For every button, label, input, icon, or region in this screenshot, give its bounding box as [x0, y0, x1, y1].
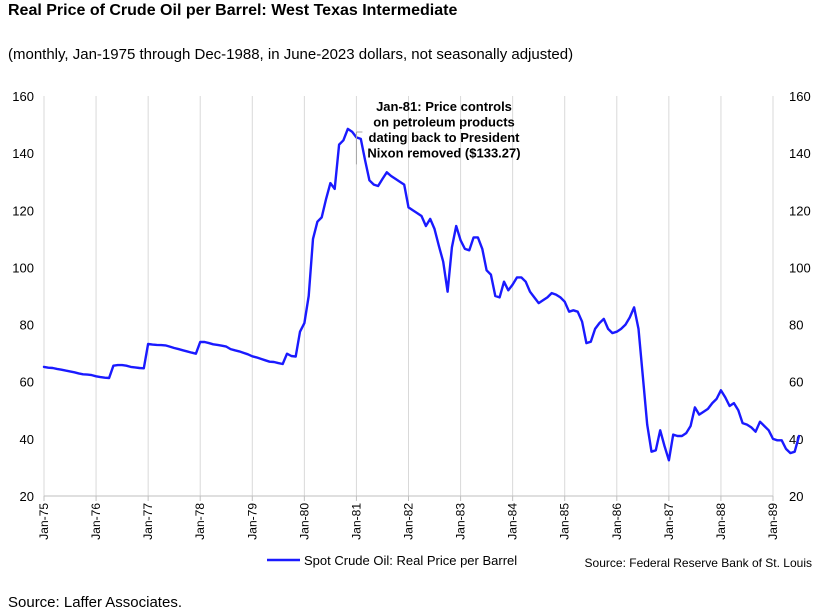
y-tick-label-left: 40	[20, 432, 34, 447]
x-tick-label: Jan-88	[714, 503, 728, 540]
chart-title: Real Price of Crude Oil per Barrel: West…	[8, 2, 458, 19]
chart-subtitle: (monthly, Jan-1975 through Dec-1988, in …	[8, 46, 574, 63]
y-tick-label-left: 100	[12, 260, 34, 275]
x-tick-label: Jan-86	[610, 503, 624, 540]
y-tick-label-right: 20	[789, 489, 803, 504]
x-tick-label: Jan-78	[193, 503, 207, 540]
series-line	[42, 127, 801, 462]
chart-source-note: Source: Federal Reserve Bank of St. Loui…	[585, 556, 812, 570]
x-tick-label: Jan-83	[454, 503, 468, 540]
annotation-text-line: on petroleum products	[373, 115, 515, 130]
series-layer	[42, 127, 801, 462]
axes: Jan-75 Jan-76 Jan-77 Jan-78 Jan-79 Jan-80 Jan-…	[12, 89, 810, 540]
y-tick-label-right: 80	[789, 318, 803, 333]
annotation-text-line: dating back to President	[369, 130, 521, 145]
y-tick-label-right: 160	[789, 89, 811, 104]
x-tick-label: Jan-77	[141, 503, 155, 540]
legend: Spot Crude Oil: Real Price per Barrel Sou…	[267, 553, 812, 570]
x-tick-label: Jan-89	[766, 503, 780, 540]
y-tick-label-left: 120	[12, 203, 34, 218]
source-note: Source: Laffer Associates.	[8, 594, 182, 611]
x-tick-label: Jan-87	[662, 503, 676, 540]
x-tick-label: Jan-81	[349, 503, 363, 540]
x-tick-label: Jan-85	[558, 503, 572, 540]
y-tick-label-left: 140	[12, 146, 34, 161]
y-tick-label-left: 60	[20, 375, 34, 390]
y-tick-label-left: 160	[12, 89, 34, 104]
y-tick-label-right: 120	[789, 203, 811, 218]
y-tick-label-left: 20	[20, 489, 34, 504]
x-tick-label: Jan-82	[402, 503, 416, 540]
y-tick-label-left: 80	[20, 318, 34, 333]
y-tick-label-right: 60	[789, 375, 803, 390]
annotation-text-line: Nixon removed ($133.27)	[367, 146, 520, 161]
x-tick-label: Jan-75	[37, 503, 51, 540]
legend-label: Spot Crude Oil: Real Price per Barrel	[304, 553, 517, 568]
x-tick-label: Jan-84	[506, 503, 520, 540]
x-tick-label: Jan-80	[297, 503, 311, 540]
y-tick-label-right: 100	[789, 260, 811, 275]
y-tick-label-right: 140	[789, 146, 811, 161]
x-tick-label: Jan-79	[245, 503, 259, 540]
annotation-text-line: Jan-81: Price controls	[376, 99, 512, 114]
x-tick-label: Jan-76	[89, 503, 103, 540]
gridlines	[43, 96, 774, 496]
